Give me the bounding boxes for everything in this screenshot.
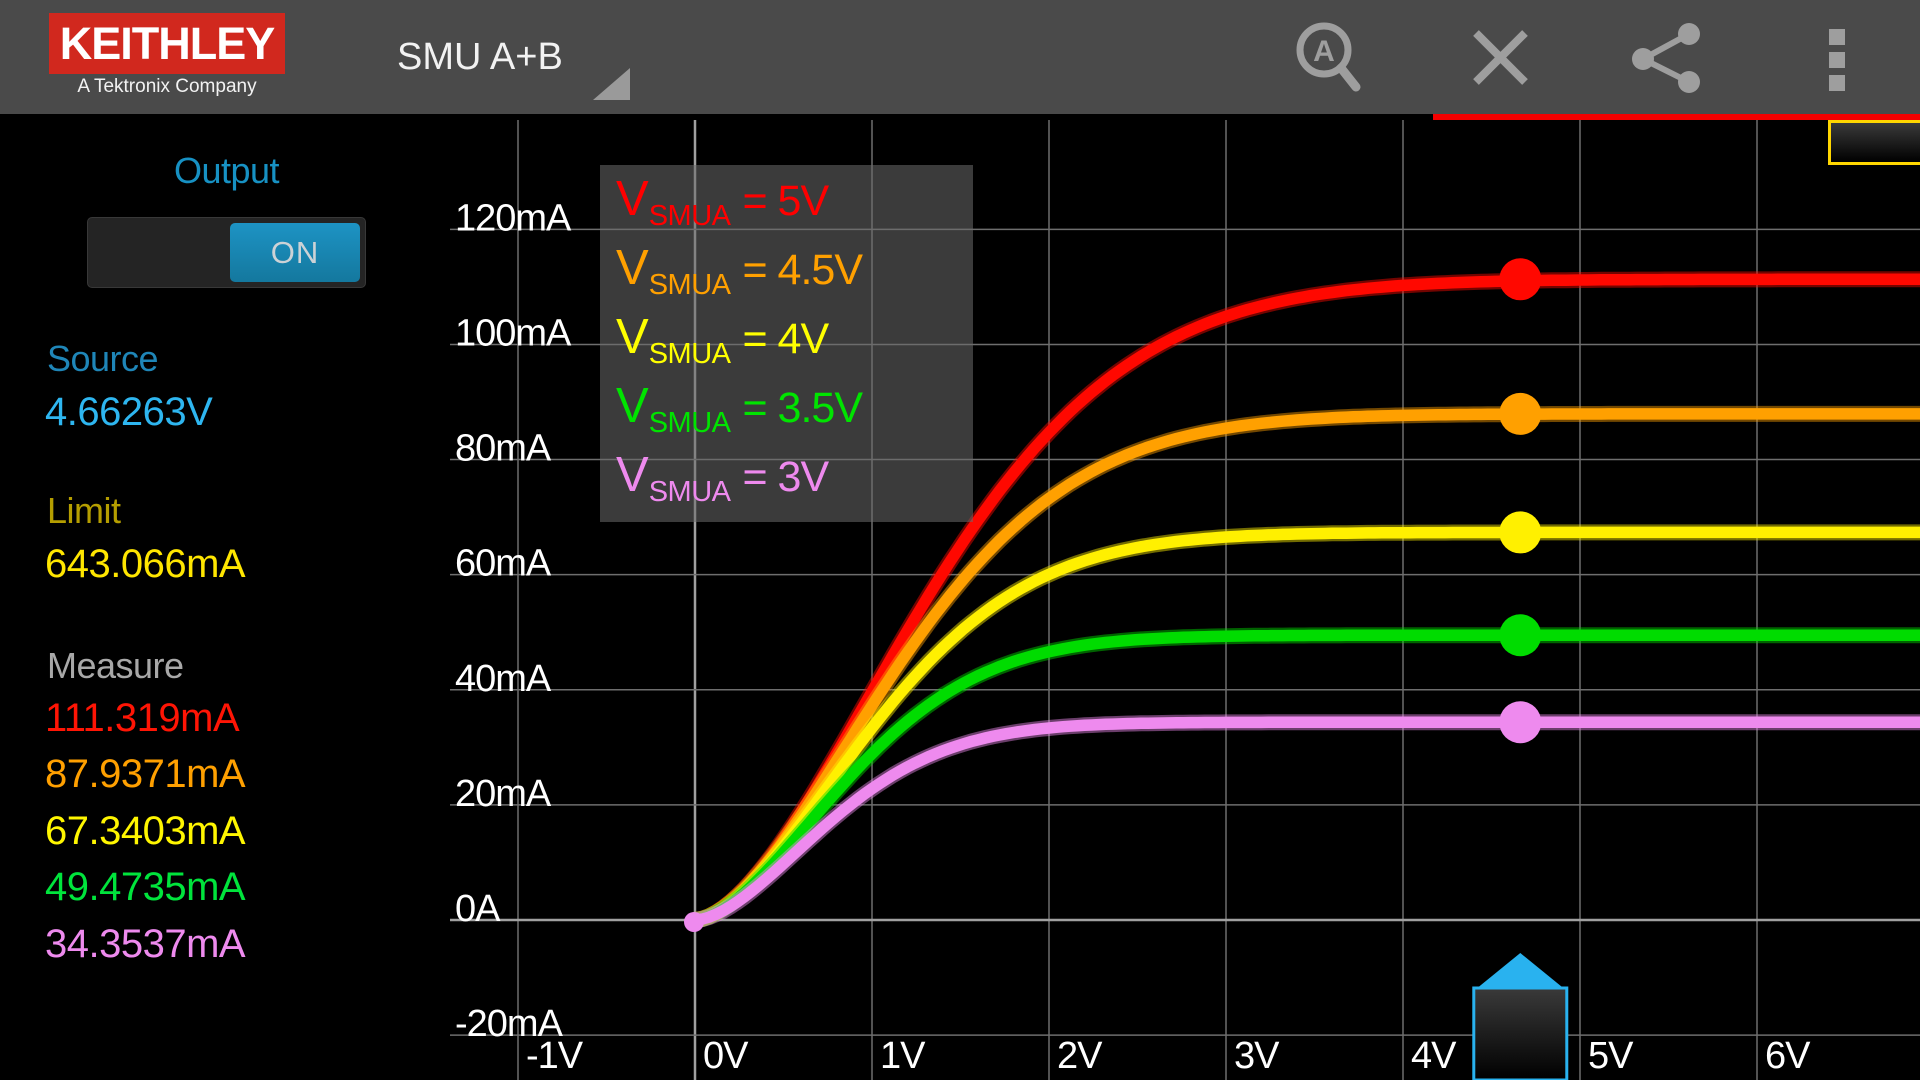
y-tick-label: 80mA [455,428,552,470]
y-tick-label: 120mA [455,197,572,239]
curve [689,526,1920,926]
brand-tagline: A Tektronix Company [77,76,257,97]
legend-item: V SMUA = 4V [616,310,829,370]
channel-selector-title[interactable]: SMU A+B [397,36,563,78]
curve [689,629,1920,926]
chart-legend: V SMUA = 5V V SMUA = 4.5V V SMUA = 4V V SMUA = 3.5V… [600,165,973,522]
output-toggle[interactable]: ON [87,217,366,288]
curve-cursor-dot [1499,511,1542,554]
legend-item: V SMUA = 5V [616,172,829,232]
y-tick-label: 100mA [455,312,572,354]
y-tick-label: 40mA [455,658,552,700]
y-tick-label: 20mA [455,773,552,815]
output-label: Output [173,150,280,191]
measure-value[interactable]: 67.3403mA [45,808,246,853]
autoscale-icon[interactable]: A [1288,16,1362,94]
x-tick-label: -1V [526,1035,584,1077]
x-tick-label: 4V [1411,1035,1457,1077]
dropdown-triangle-icon[interactable] [593,68,630,100]
measure-value[interactable]: 49.4735mA [45,865,246,910]
highlighted-corner-box[interactable] [1828,120,1920,165]
keithley-logo: KEITHLEY [49,13,285,74]
legend-item: V SMUA = 3.5V [616,379,863,439]
curve-cursor-dot [1499,614,1542,657]
measure-value[interactable]: 111.319mA [45,695,240,740]
cursor-handle-arrow-icon[interactable] [1477,953,1564,988]
x-tick-label: 3V [1234,1035,1280,1077]
share-icon[interactable] [1630,22,1702,94]
legend-item: V SMUA = 3V [616,448,829,508]
autoscale-glyph: A [1313,35,1335,68]
brand-name: KEITHLEY [59,17,276,69]
curve-cursor-dot [1499,392,1542,435]
curve [689,716,1920,926]
y-tick-label: 0A [455,888,501,930]
measure-label: Measure [47,645,184,686]
measure-value[interactable]: 34.3537mA [45,921,246,966]
measure-value[interactable]: 87.9371mA [45,752,246,797]
close-icon[interactable] [1472,29,1529,86]
curve-cursor-dot [1499,701,1542,744]
limit-value[interactable]: 643.066mA [45,542,246,586]
sweep-origin-dot [684,912,704,932]
measure-readouts: 111.319mA 87.9371mA 67.3403mA 49.4735mA 34.3… [45,690,246,973]
y-tick-label: -20mA [455,1003,564,1045]
limit-label: Limit [47,490,121,531]
x-tick-label: 5V [1588,1035,1634,1077]
output-state-label: ON [270,234,320,270]
source-label: Source [47,338,159,379]
curve-cursor-dot [1499,258,1542,301]
source-value[interactable]: 4.66263V [45,390,213,434]
y-tick-label: 60mA [455,543,552,585]
x-tick-label: 0V [703,1035,749,1077]
red-accent-underline [1433,114,1920,120]
x-tick-label: 6V [1765,1035,1811,1077]
curve [689,273,1920,926]
legend-item: V SMUA = 4.5V [616,241,863,301]
output-toggle-knob[interactable]: ON [230,223,360,282]
x-tick-label: 1V [880,1035,926,1077]
cursor-handle-box[interactable] [1472,986,1569,1080]
x-tick-label: 2V [1057,1035,1103,1077]
top-bar: KEITHLEY A Tektronix Company SMU A+B A [0,0,1920,114]
menu-kebab-icon[interactable] [1829,29,1846,91]
curve [689,408,1920,926]
